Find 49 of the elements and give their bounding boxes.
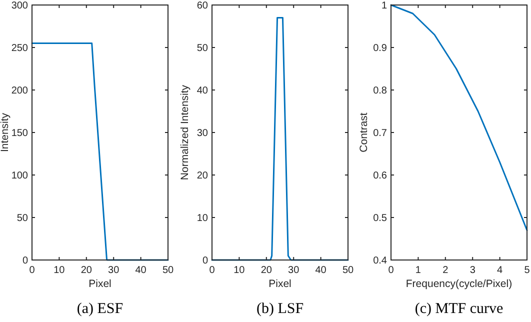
y-tick-label: 40: [196, 86, 208, 96]
line-series: [390, 4, 528, 231]
x-tick-label: 30: [108, 265, 120, 276]
y-tick-label: 250: [11, 43, 28, 54]
x-tick-label: 50: [162, 265, 174, 276]
x-tick-label: 30: [288, 265, 300, 276]
y-tick-label: 0.7: [373, 128, 388, 139]
x-tick-label: 10: [234, 265, 246, 276]
y-tick-label: 0.4: [373, 256, 388, 266]
x-tick-label: 0: [388, 265, 394, 276]
y-tick-label: 10: [196, 213, 208, 224]
y-tick-label: 0: [202, 256, 208, 266]
y-tick-label: 0.6: [373, 170, 388, 182]
y-tick-label: 50: [16, 213, 28, 224]
x-tick-label: 2: [442, 265, 449, 276]
y-tick-label: 50: [196, 43, 208, 54]
x-tick-label: 1: [415, 265, 422, 276]
x-tick-label: 40: [135, 265, 147, 276]
x-tick-label: 5: [524, 265, 530, 276]
x-axis-title: Pixel: [88, 278, 112, 290]
x-tick-label: 0: [29, 265, 36, 276]
x-tick-label: 20: [260, 265, 272, 276]
x-tick-label: 4: [497, 265, 504, 276]
y-tick-label: 30: [196, 128, 208, 139]
y-tick-label: 1: [381, 0, 388, 12]
x-tick-label: 20: [80, 265, 92, 276]
y-tick-label: 100: [11, 170, 28, 182]
x-tick-label: 10: [54, 265, 66, 276]
text: (b) LSF: [256, 301, 304, 317]
x-tick-label: 0: [209, 265, 216, 276]
x-tick-label: 3: [470, 265, 476, 276]
y-tick-label: 0.9: [373, 43, 388, 54]
y-tick-label: 150: [11, 128, 28, 139]
y-tick-label: 200: [11, 86, 28, 96]
x-axis-title: Frequency(cycle/Pixel): [406, 278, 512, 290]
y-tick-label: 0.8: [373, 86, 388, 96]
text: (a) ESF: [76, 301, 124, 317]
y-axis-title: Contrast: [358, 112, 370, 152]
x-tick-label: 50: [342, 265, 354, 276]
y-tick-label: 0: [22, 256, 28, 266]
y-axis-title: Normalized Intensity: [179, 84, 191, 180]
y-tick-label: 300: [11, 0, 28, 12]
y-tick-label: 20: [196, 170, 208, 182]
y-axis-title: Intensity: [0, 112, 11, 152]
x-axis-title: Pixel: [268, 278, 292, 290]
y-tick-label: 0.5: [373, 213, 388, 224]
text: (c) MTF curve: [414, 301, 504, 317]
y-tick-label: 60: [196, 0, 208, 12]
x-tick-label: 40: [315, 265, 327, 276]
